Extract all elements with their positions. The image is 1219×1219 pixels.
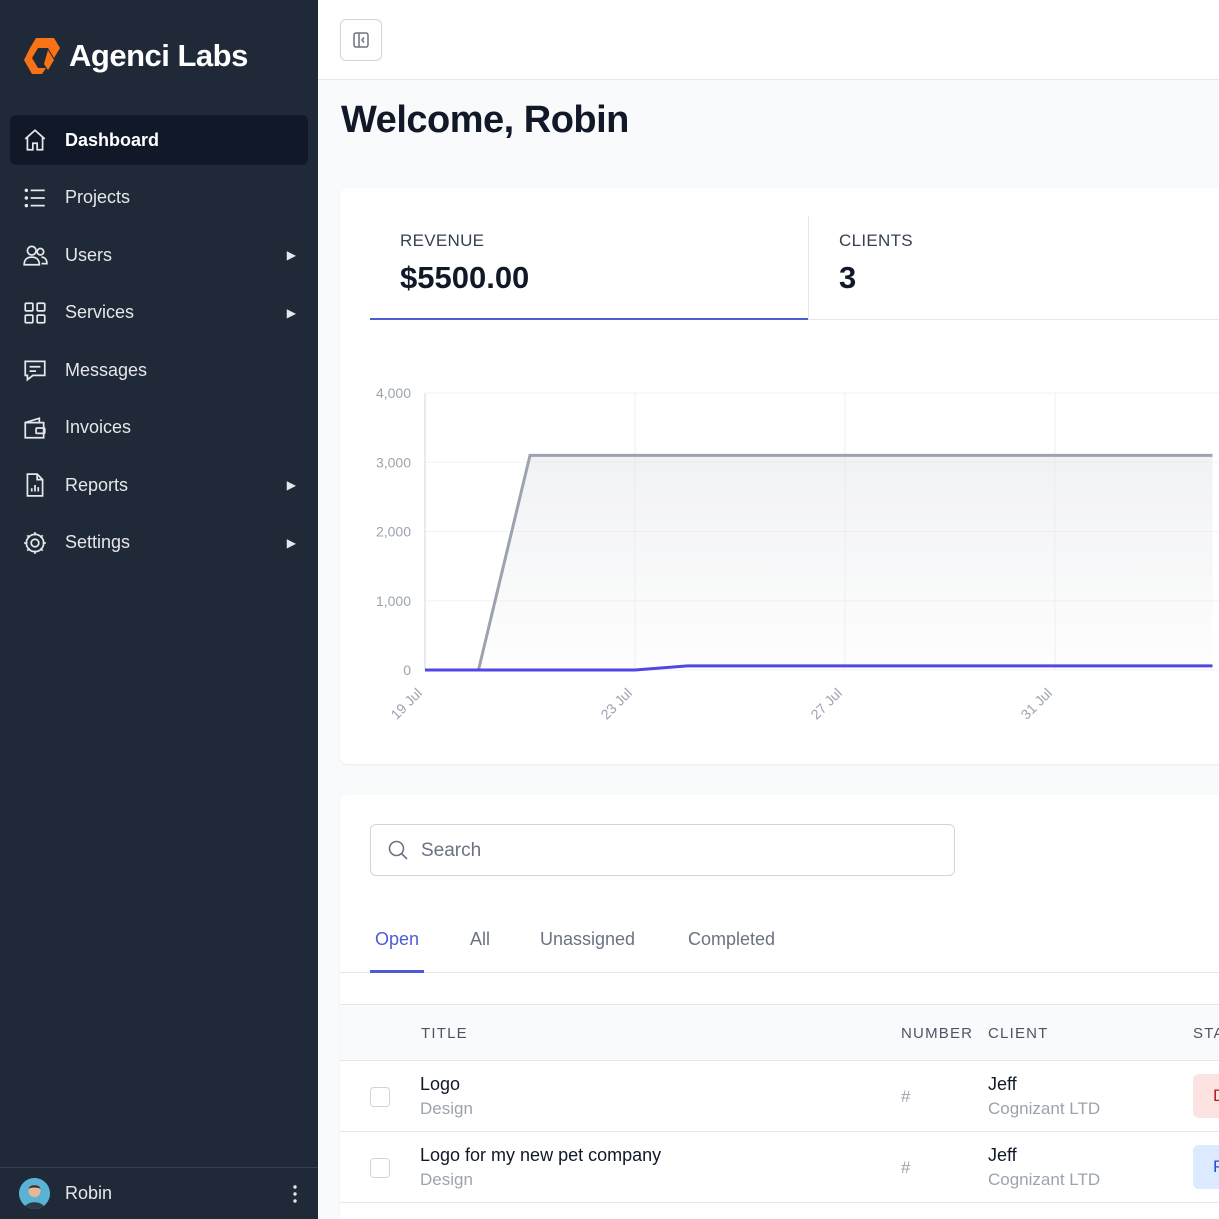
y-tick-label: 0 <box>403 662 411 678</box>
avatar[interactable] <box>19 1178 50 1209</box>
x-tick-label: 31 Jul <box>1017 685 1055 723</box>
more-vertical-icon[interactable] <box>287 1184 303 1204</box>
chevron-right-icon: ▶ <box>286 305 296 320</box>
column-header-title[interactable]: TITLE <box>421 1025 468 1042</box>
chevron-right-icon: ▶ <box>286 535 296 550</box>
stat-revenue-tab[interactable]: REVENUE $5500.00 <box>370 216 808 320</box>
row-title[interactable]: Logo <box>420 1074 461 1094</box>
sidebar-collapse-icon <box>353 32 369 48</box>
brand[interactable]: Agenci Labs <box>24 36 248 76</box>
tab-unassigned[interactable]: Unassigned <box>540 929 636 949</box>
column-header-status[interactable]: STA <box>1193 1025 1219 1042</box>
sidebar-nav: Dashboard Projects Users ▶ Services ▶ <box>10 115 308 575</box>
sidebar-item-dashboard[interactable]: Dashboard <box>10 115 308 165</box>
stat-value: 3 <box>839 260 857 295</box>
y-tick-label: 1,000 <box>376 593 411 609</box>
row-checkbox[interactable] <box>370 1087 390 1107</box>
grid-icon <box>22 300 48 326</box>
y-tick-label: 2,000 <box>376 524 411 540</box>
sidebar-toggle-button[interactable] <box>340 19 382 61</box>
brand-logo-icon <box>24 38 60 74</box>
sidebar-item-label: Invoices <box>65 417 132 437</box>
series-area <box>425 455 1213 670</box>
topbar <box>318 0 1219 80</box>
sidebar-item-settings[interactable]: Settings ▶ <box>10 518 308 568</box>
user-name: Robin <box>65 1183 113 1203</box>
row-company: Cognizant LTD <box>988 1099 1101 1118</box>
row-category: Design <box>420 1170 473 1189</box>
message-icon <box>22 357 48 383</box>
table-row[interactable]: Logo Design # Jeff Cognizant LTD D <box>340 1061 1219 1132</box>
x-tick-label: 19 Jul <box>387 685 425 723</box>
sidebar-item-projects[interactable]: Projects <box>10 173 308 223</box>
sidebar-item-label: Reports <box>65 474 129 495</box>
row-number: # <box>901 1158 911 1177</box>
stat-label: REVENUE <box>400 231 485 250</box>
table-row[interactable]: Logo for my new pet company Design # Jef… <box>340 1132 1219 1203</box>
sidebar-item-label: Users <box>65 244 113 265</box>
sidebar-item-messages[interactable]: Messages <box>10 345 308 395</box>
row-number: # <box>901 1087 911 1106</box>
row-client: Jeff <box>988 1074 1017 1094</box>
series-line <box>425 453 1213 672</box>
chevron-right-icon: ▶ <box>286 248 296 262</box>
row-title[interactable]: Logo for my new pet company <box>420 1145 662 1165</box>
sidebar-item-services[interactable]: Services ▶ <box>10 288 308 338</box>
revenue-chart: 0 1,000 2,000 3,000 4,000 19 Jul 23 Jul 27 Jul 3… <box>376 385 1219 723</box>
projects-table-card: Open All Unassigned Completed TITLE NUMB… <box>340 795 1219 1219</box>
stats-card: REVENUE $5500.00 CLIENTS 3 0 1,000 2,000 3,… <box>340 188 1219 764</box>
row-company: Cognizant LTD <box>988 1170 1101 1189</box>
sidebar-item-reports[interactable]: Reports ▶ <box>10 460 308 510</box>
status-badge: D <box>1193 1074 1219 1118</box>
gear-icon <box>22 530 48 556</box>
column-header-number[interactable]: NUMBER <box>901 1025 974 1042</box>
page-title: Welcome, Robin <box>341 99 629 141</box>
brand-name: Agenci Labs <box>69 38 248 73</box>
home-icon <box>22 127 48 153</box>
x-tick-label: 23 Jul <box>597 685 635 723</box>
stat-label: CLIENTS <box>839 231 913 250</box>
search-input[interactable] <box>421 837 921 865</box>
search-box[interactable] <box>370 824 955 876</box>
row-checkbox[interactable] <box>370 1158 390 1178</box>
status-badge: P <box>1193 1145 1219 1189</box>
sidebar-item-label: Projects <box>65 187 131 207</box>
column-header-client[interactable]: CLIENT <box>988 1025 1049 1042</box>
tab-completed[interactable]: Completed <box>688 929 776 949</box>
wallet-icon <box>22 415 48 441</box>
user-footer[interactable]: Robin <box>0 1167 318 1219</box>
report-icon <box>22 472 48 498</box>
row-category: Design <box>420 1099 473 1118</box>
row-client: Jeff <box>988 1145 1017 1165</box>
sidebar-item-label: Settings <box>65 532 131 552</box>
sidebar-item-label: Dashboard <box>65 129 160 150</box>
list-icon <box>22 185 48 211</box>
search-icon <box>388 840 408 860</box>
sidebar-item-label: Services <box>65 302 135 322</box>
x-tick-label: 27 Jul <box>807 685 845 723</box>
tab-all[interactable]: All <box>470 929 491 949</box>
stat-value: $5500.00 <box>400 260 530 295</box>
sidebar-item-users[interactable]: Users ▶ <box>10 230 308 280</box>
sidebar-item-label: Messages <box>65 359 148 380</box>
users-icon <box>22 242 48 268</box>
sidebar: Agenci Labs Dashboard Projects Users ▶ <box>0 0 318 1219</box>
y-tick-label: 4,000 <box>376 385 411 401</box>
chevron-right-icon: ▶ <box>286 478 296 492</box>
y-tick-label: 3,000 <box>376 454 411 470</box>
tab-bar: Open All Unassigned Completed <box>340 905 1219 973</box>
stat-clients-tab[interactable]: CLIENTS 3 <box>808 216 1219 320</box>
table-header: TITLE NUMBER CLIENT STA <box>340 1004 1219 1061</box>
sidebar-item-invoices[interactable]: Invoices <box>10 403 308 453</box>
series-line <box>425 664 1213 672</box>
tab-open[interactable]: Open <box>370 929 425 973</box>
